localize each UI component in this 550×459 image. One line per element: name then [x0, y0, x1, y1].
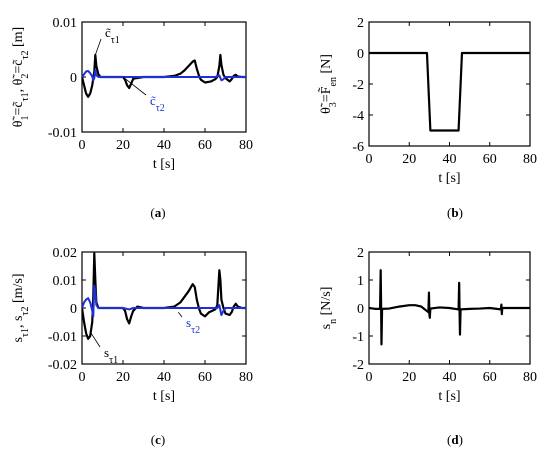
x-axis-label: t [s] — [438, 171, 460, 186]
annotation-leader-line — [122, 76, 147, 96]
x-tick-label: 0 — [79, 138, 86, 153]
x-tick-label: 60 — [483, 370, 497, 385]
series-annotation-blue: c̃τ2 — [150, 93, 165, 114]
series-line-black — [369, 51, 530, 132]
x-axis-label: t [s] — [438, 389, 460, 404]
y-tick-label: -0.02 — [48, 358, 77, 373]
x-tick-label: 80 — [239, 370, 253, 385]
series-annotation-blue: sτ2 — [186, 315, 200, 336]
x-tick-label: 20 — [116, 138, 130, 153]
y-tick-label: 0.01 — [53, 274, 78, 289]
series-annotation-black: c̃τ1 — [105, 25, 120, 46]
y-axis-label: sn [N/s] — [319, 287, 339, 330]
y-tick-label: 0 — [70, 302, 77, 317]
panel-label-c: (c) — [151, 432, 165, 447]
panel-label-a: (a) — [150, 205, 165, 220]
x-tick-label: 80 — [239, 138, 253, 153]
annotation-leader-line — [178, 311, 183, 318]
y-tick-label: 0.01 — [53, 16, 78, 31]
x-tick-label: 80 — [523, 370, 537, 385]
y-tick-label: -1 — [352, 330, 364, 345]
plot-frame — [368, 21, 531, 147]
y-tick-label: 0 — [357, 302, 364, 317]
series-line-blue — [82, 284, 246, 318]
y-axis-label: θ̃3=F̃en [N] — [317, 54, 338, 114]
x-tick-label: 60 — [483, 152, 497, 167]
y-tick-label: 1 — [357, 274, 364, 289]
chart-c: 0 20 40 60 80 -0.02 -0.01 0 0.01 0.02 t [s] sτ1, sτ… — [11, 246, 253, 404]
y-tick-label: 0 — [357, 47, 364, 62]
x-tick-label: 80 — [523, 152, 537, 167]
y-tick-label: 2 — [357, 16, 364, 31]
x-tick-label: 40 — [157, 370, 171, 385]
x-tick-label: 0 — [366, 152, 373, 167]
x-tick-label: 20 — [402, 370, 416, 385]
panel-label-d: (d) — [447, 432, 463, 447]
series-line-black — [82, 252, 246, 340]
y-tick-label: -0.01 — [48, 126, 77, 141]
x-tick-label: 40 — [443, 370, 457, 385]
x-tick-label: 60 — [198, 370, 212, 385]
y-axis-label: θ̃1=c̃τ1, θ̃2=c̃τ2 [m] — [11, 27, 31, 127]
annotation-leader-line — [89, 331, 101, 348]
x-tick-label: 40 — [443, 152, 457, 167]
x-tick-label: 0 — [79, 370, 86, 385]
annotation-leader-line — [94, 38, 102, 56]
y-tick-label: -0.01 — [48, 330, 77, 345]
y-tick-label: -2 — [352, 78, 364, 93]
series-line-black — [82, 53, 246, 98]
y-tick-label: -4 — [352, 109, 364, 124]
y-tick-label: 2 — [357, 246, 364, 261]
series-line-blue — [82, 69, 246, 82]
x-tick-label: 20 — [116, 370, 130, 385]
x-tick-label: 20 — [402, 152, 416, 167]
chart-d: 0 20 40 60 80 -2 -1 0 1 2 t [s] sn [N/s] — [319, 246, 537, 404]
series-line-black — [369, 269, 530, 346]
y-axis-label: sτ1, sτ2 [m/s] — [11, 273, 31, 342]
y-tick-label: 0.02 — [53, 246, 78, 261]
y-tick-label: -6 — [352, 140, 364, 155]
y-tick-label: -2 — [352, 358, 364, 373]
x-axis-label: t [s] — [153, 389, 175, 404]
x-tick-label: 40 — [157, 138, 171, 153]
x-axis-label: t [s] — [153, 157, 175, 172]
panel-label-b: (b) — [447, 205, 463, 220]
x-tick-label: 60 — [198, 138, 212, 153]
y-tick-label: 0 — [70, 71, 77, 86]
chart-b: 0 20 40 60 80 -6 -4 -2 0 2 t [s] θ̃3=F̃en [N] — [317, 16, 537, 186]
series-annotation-black: sτ1 — [104, 345, 118, 366]
x-tick-label: 0 — [366, 370, 373, 385]
